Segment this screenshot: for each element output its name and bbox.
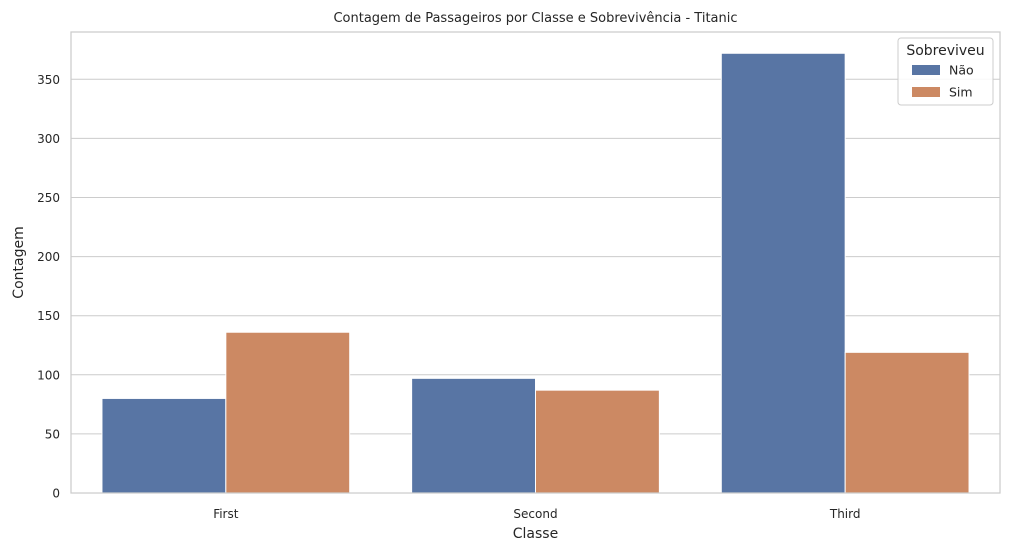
- y-tick-label: 350: [37, 73, 60, 87]
- bars: [101, 52, 970, 494]
- y-tick-label: 0: [52, 487, 60, 501]
- y-tick-label: 100: [37, 368, 60, 382]
- legend: Sobreviveu Não Sim: [897, 37, 994, 106]
- y-tick-label: 50: [45, 427, 60, 441]
- chart-title: Contagem de Passageiros por Classe e Sob…: [333, 11, 737, 26]
- bar-first-nao: [101, 397, 227, 494]
- plot-frame: [70, 31, 1001, 494]
- axes-frame: [70, 31, 1001, 494]
- y-tick-label: 150: [37, 309, 60, 323]
- y-tick-labels: 0 50 100 150 200 250 300 350: [37, 73, 60, 501]
- x-axis-title: Classe: [513, 526, 558, 542]
- x-tick-label: Third: [829, 507, 861, 521]
- legend-swatch: [912, 87, 940, 97]
- y-tick-label: 200: [37, 250, 60, 264]
- y-axis-title: Contagem: [11, 226, 27, 298]
- bar-first-sim: [225, 331, 351, 494]
- legend-label: Sim: [949, 85, 973, 100]
- x-tick-label: Second: [513, 507, 557, 521]
- bar-second-sim: [535, 389, 660, 494]
- bar-second-nao: [411, 377, 536, 494]
- x-tick-labels: First Second Third: [213, 507, 860, 521]
- y-tick-label: 300: [37, 132, 60, 146]
- legend-items: Não Sim: [912, 63, 974, 100]
- bar-third-nao: [720, 52, 846, 494]
- legend-swatch: [912, 65, 940, 75]
- bar-third-sim: [844, 351, 970, 494]
- y-tick-label: 250: [37, 191, 60, 205]
- legend-label: Não: [949, 63, 974, 78]
- legend-title: Sobreviveu: [906, 43, 984, 59]
- x-tick-label: First: [213, 507, 239, 521]
